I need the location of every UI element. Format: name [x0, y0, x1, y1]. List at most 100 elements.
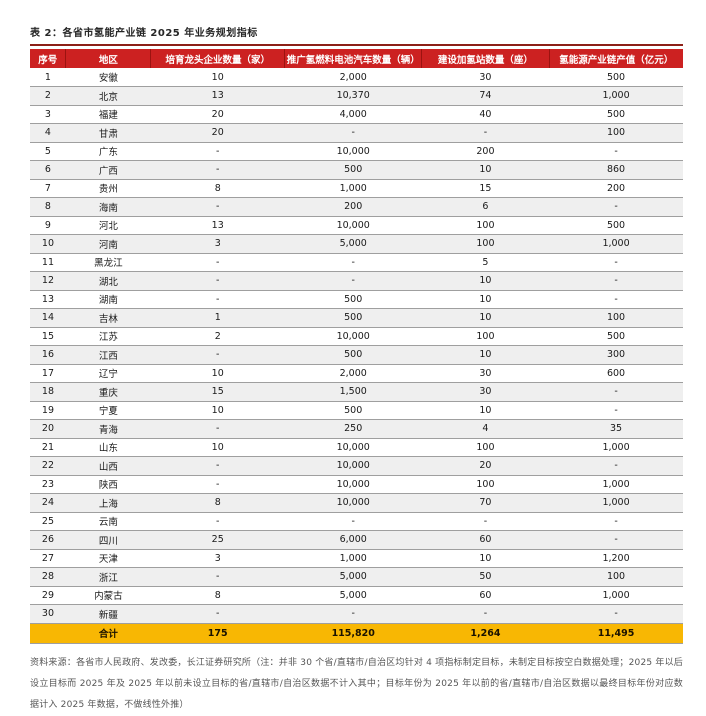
table-cell: 山东	[65, 438, 151, 457]
table-cell: 18	[30, 382, 66, 402]
table-row: 19 宁夏 10 500 10-	[30, 401, 683, 420]
table-cell: 16	[30, 345, 66, 365]
table-cell: 3	[30, 105, 66, 124]
table-cell: 10	[30, 234, 66, 254]
table-cell: 13	[150, 86, 285, 106]
table-row: 8 海南 -200 6-	[30, 197, 683, 217]
table-cell: 1,000	[549, 86, 683, 106]
table-row: 30 新疆 - - - -	[30, 604, 683, 624]
table-cell: -	[549, 456, 683, 476]
table-row: 28 浙江 -5,000 50 100	[30, 567, 683, 587]
table-row: 21 山东 10 10,000 100 1,000	[30, 438, 683, 457]
table-cell: -	[549, 290, 683, 309]
table-cell: 10	[150, 68, 285, 87]
table-cell: 10,000	[284, 475, 422, 494]
table-cell: 24	[30, 493, 66, 513]
table-cell: 26	[30, 530, 66, 550]
table-cell: -	[150, 604, 285, 624]
table-row: 3 福建 20 4,000 40 500	[30, 105, 683, 124]
table-cell: 27	[30, 549, 66, 568]
total-output: 11,495	[549, 623, 683, 644]
source-note: 资料来源：各省市人民政府、发改委，长江证券研究所（注：并非 30 个省/直辖市/…	[30, 657, 683, 710]
table-cell: 860	[549, 160, 683, 180]
table-cell: 500	[284, 160, 422, 180]
table-cell: 74	[421, 86, 550, 106]
table-cell: 1,500	[284, 382, 422, 402]
table-cell: 陕西	[65, 475, 151, 494]
table-cell: 10,000	[284, 456, 422, 476]
table-cell: 10	[150, 438, 285, 457]
table-cell: 500	[549, 327, 683, 346]
table-cell: -	[150, 160, 285, 180]
table-cell: 19	[30, 401, 66, 420]
column-header-stations: 建设加氢站数量（座）	[421, 49, 550, 68]
table-row: 6 广西 -500 10 860	[30, 160, 683, 180]
table-cell: -	[150, 419, 285, 439]
table-row: 25 云南 - - - -	[30, 512, 683, 531]
table-cell: 500	[549, 216, 683, 235]
table-cell: 30	[30, 604, 66, 624]
table-cell: 500	[549, 105, 683, 124]
table-cell: 10,000	[284, 493, 422, 513]
total-enterprises: 175	[150, 623, 285, 644]
table-cell: 300	[549, 345, 683, 365]
table-cell: 1,000	[549, 475, 683, 494]
table-cell: 上海	[65, 493, 151, 513]
table-cell: 10	[421, 308, 550, 328]
table-row: 12 湖北 - -10-	[30, 271, 683, 291]
table-cell: 15	[150, 382, 285, 402]
table-cell: 吉林	[65, 308, 151, 328]
table-cell: 100	[421, 475, 550, 494]
table-cell: 100	[549, 567, 683, 587]
table-row: 9 河北 13 10,000 100 500	[30, 216, 683, 235]
table-row: 26 四川 25 6,000 60-	[30, 530, 683, 550]
table-cell: 黑龙江	[65, 253, 151, 272]
table-cell: 14	[30, 308, 66, 328]
table-cell: 河南	[65, 234, 151, 254]
table-cell: 35	[549, 419, 683, 439]
table-cell: -	[549, 604, 683, 624]
table-cell: 20	[150, 105, 285, 124]
table-cell: 海南	[65, 197, 151, 217]
table-cell: 10	[150, 364, 285, 383]
table-cell: 江西	[65, 345, 151, 365]
table-row: 17 辽宁 10 2,000 30 600	[30, 364, 683, 383]
table-cell: 6	[30, 160, 66, 180]
table-cell: -	[150, 456, 285, 476]
table-cell: 500	[284, 308, 422, 328]
table-cell: 10,000	[284, 438, 422, 457]
table-cell: 北京	[65, 86, 151, 106]
table-cell: 40	[421, 105, 550, 124]
table-cell: 1	[30, 68, 66, 87]
table-cell: 10	[421, 271, 550, 291]
table-cell: 5,000	[284, 567, 422, 587]
table-cell: -	[150, 253, 285, 272]
table-cell: 10,000	[284, 327, 422, 346]
table-cell: 青海	[65, 419, 151, 439]
table-cell: 1,000	[549, 493, 683, 513]
table-row: 24 上海 8 10,000 70 1,000	[30, 493, 683, 513]
column-header-enterprises: 培育龙头企业数量（家）	[150, 49, 285, 68]
table-cell: 湖北	[65, 271, 151, 291]
table-cell: 2	[150, 327, 285, 346]
table-cell: 50	[421, 567, 550, 587]
table-row: 1 安徽 10 2,000 30 500	[30, 68, 683, 87]
table-row: 4 甘肃 20- -100	[30, 123, 683, 143]
table-cell: 广西	[65, 160, 151, 180]
planning-table: 序号 地区 培育龙头企业数量（家） 推广氢燃料电池汽车数量（辆） 建设加氢站数量…	[30, 49, 683, 644]
table-row: 7 贵州 8 1,000 15 200	[30, 179, 683, 198]
table-cell: -	[421, 604, 550, 624]
table-cell: 25	[30, 512, 66, 531]
table-cell: -	[549, 271, 683, 291]
table-cell: 13	[30, 290, 66, 309]
table-cell: 云南	[65, 512, 151, 531]
column-header-seq: 序号	[30, 49, 66, 68]
table-cell: 12	[30, 271, 66, 291]
table-cell: 10,000	[284, 216, 422, 235]
table-row: 10 河南 3 5,000 100 1,000	[30, 234, 683, 254]
table-cell: 山西	[65, 456, 151, 476]
table-cell: 2,000	[284, 68, 422, 87]
table-cell: 10,370	[284, 86, 422, 106]
table-cell: 25	[150, 530, 285, 550]
total-stations: 1,264	[421, 623, 550, 644]
